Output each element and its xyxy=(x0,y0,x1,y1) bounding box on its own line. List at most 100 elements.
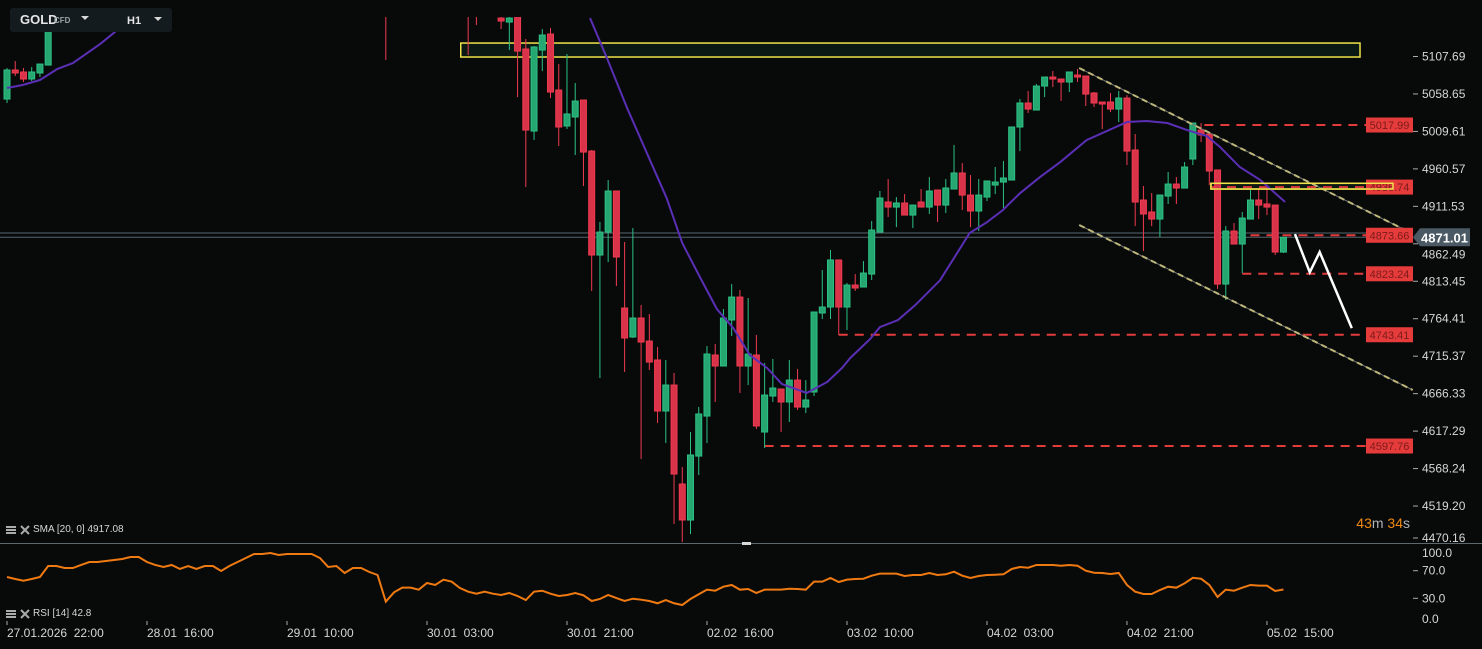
time-tick-label: 29.01 10:00 xyxy=(287,626,354,640)
zone-rectangle[interactable] xyxy=(459,42,1361,58)
candle-body xyxy=(794,379,802,408)
candle xyxy=(670,373,678,525)
candle xyxy=(522,38,530,188)
sma-line-segment xyxy=(6,17,126,90)
channel-line[interactable] xyxy=(1078,224,1413,391)
level-price-label: 4597.76 xyxy=(1370,441,1410,453)
time-tick-label: 05.02 15:00 xyxy=(1267,626,1334,640)
candle xyxy=(769,358,777,402)
candle xyxy=(1041,76,1049,98)
candle xyxy=(818,270,826,320)
candle-body xyxy=(11,69,19,74)
candle-body xyxy=(810,311,818,393)
candles xyxy=(3,0,1287,543)
symbol-selector-bar: GOLD CFD H1 xyxy=(10,8,172,32)
candle-body xyxy=(465,0,471,1)
candle xyxy=(1263,188,1271,216)
candle-body xyxy=(662,384,670,412)
rsi-close-icon[interactable] xyxy=(20,608,30,619)
candle xyxy=(892,197,900,228)
rsi-tick-label: 30.0 xyxy=(1422,591,1446,605)
candle xyxy=(678,466,686,543)
candle xyxy=(868,221,876,280)
price-tick-label: 4715.37 xyxy=(1422,349,1466,363)
candle-body xyxy=(1214,169,1222,285)
price-axis[interactable]: 5107.69 5058.65 5009.61 4960.57 4911.53 4862.… xyxy=(1413,49,1466,545)
candle-body xyxy=(1131,149,1139,203)
rsi-tick-label: 100.0 xyxy=(1422,546,1452,560)
candle xyxy=(465,0,471,56)
candle-body xyxy=(563,113,571,127)
candle xyxy=(612,190,620,287)
candle xyxy=(901,194,909,216)
timeframe-dropdown-caret-icon[interactable] xyxy=(154,17,162,21)
candle-body xyxy=(835,259,843,308)
candle xyxy=(1032,83,1040,111)
candle xyxy=(761,363,769,449)
candle-body xyxy=(736,296,744,367)
candle xyxy=(538,29,546,72)
candle-body xyxy=(851,284,859,289)
sma-settings-icon[interactable] xyxy=(5,525,17,535)
drawings[interactable] xyxy=(1078,67,1413,391)
candle xyxy=(827,249,834,320)
candle xyxy=(851,274,859,291)
symbol-name[interactable]: GOLD xyxy=(20,12,58,27)
zone-rectangle[interactable] xyxy=(1210,182,1394,190)
candle xyxy=(1131,134,1139,227)
candle xyxy=(884,179,892,218)
candle xyxy=(1024,91,1032,114)
sma-close-icon[interactable] xyxy=(20,524,30,535)
timeframe-label[interactable]: H1 xyxy=(127,15,142,27)
level-price-label: 4743.41 xyxy=(1370,330,1410,342)
level-tags: 5017.99 4936.74 4873.66 4823.24 4743.41 4597.… xyxy=(1210,117,1470,454)
candle-body xyxy=(645,340,653,363)
candle-body xyxy=(777,388,785,403)
candle-body xyxy=(892,202,900,208)
time-axis[interactable]: 27.01.2026 22:00 28.01 16:00 29.01 10:00 30… xyxy=(6,621,1334,640)
time-tick-label: 04.02 03:00 xyxy=(987,626,1054,640)
candle-body xyxy=(802,399,810,408)
candle-body xyxy=(670,384,678,475)
symbol-dropdown-caret-icon[interactable] xyxy=(81,16,89,20)
candle-body xyxy=(1098,101,1106,105)
candle xyxy=(1156,194,1164,237)
rsi-tick-label: 0.0 xyxy=(1422,612,1439,626)
candle xyxy=(1008,126,1016,181)
sma-line-segment xyxy=(589,17,1286,395)
channel-line[interactable] xyxy=(1078,67,1406,231)
projection-path[interactable] xyxy=(1293,233,1353,329)
sma-legend: SMA [20, 0] 4917.08 xyxy=(5,524,124,535)
timer-minutes: 43 xyxy=(1356,515,1372,531)
current-price-label: 4871.01 xyxy=(1421,230,1468,245)
candle-body xyxy=(1255,199,1263,206)
candle-body xyxy=(1181,166,1189,189)
pane-resize-handle[interactable] xyxy=(742,542,751,545)
time-tick-label: 28.01 16:00 xyxy=(147,626,214,640)
candle-body xyxy=(703,353,711,417)
candle xyxy=(1189,122,1197,166)
candle-body xyxy=(769,387,777,397)
candle-body xyxy=(1148,211,1156,220)
rsi-settings-icon[interactable] xyxy=(5,609,17,619)
level-price-tag xyxy=(1366,266,1413,282)
candle-body xyxy=(654,359,662,412)
candle xyxy=(1074,69,1082,83)
candle-countdown-timer: 43m 34s xyxy=(1356,515,1410,531)
rsi-tick-label: 70.0 xyxy=(1422,564,1446,578)
candle xyxy=(1164,171,1172,204)
candle-body xyxy=(3,69,11,100)
candle-body xyxy=(1016,102,1024,128)
candle xyxy=(1238,212,1246,274)
candle-body xyxy=(629,317,637,338)
candle xyxy=(711,344,719,402)
candle xyxy=(579,99,587,187)
rsi-pane: 100.0 70.0 30.0 0.0 xyxy=(0,543,1482,626)
time-tick-label: 02.02 16:00 xyxy=(707,626,774,640)
candle xyxy=(555,64,563,147)
candle xyxy=(687,432,695,535)
candle xyxy=(1205,133,1213,186)
candle xyxy=(1279,236,1287,254)
candle-body xyxy=(473,0,479,5)
